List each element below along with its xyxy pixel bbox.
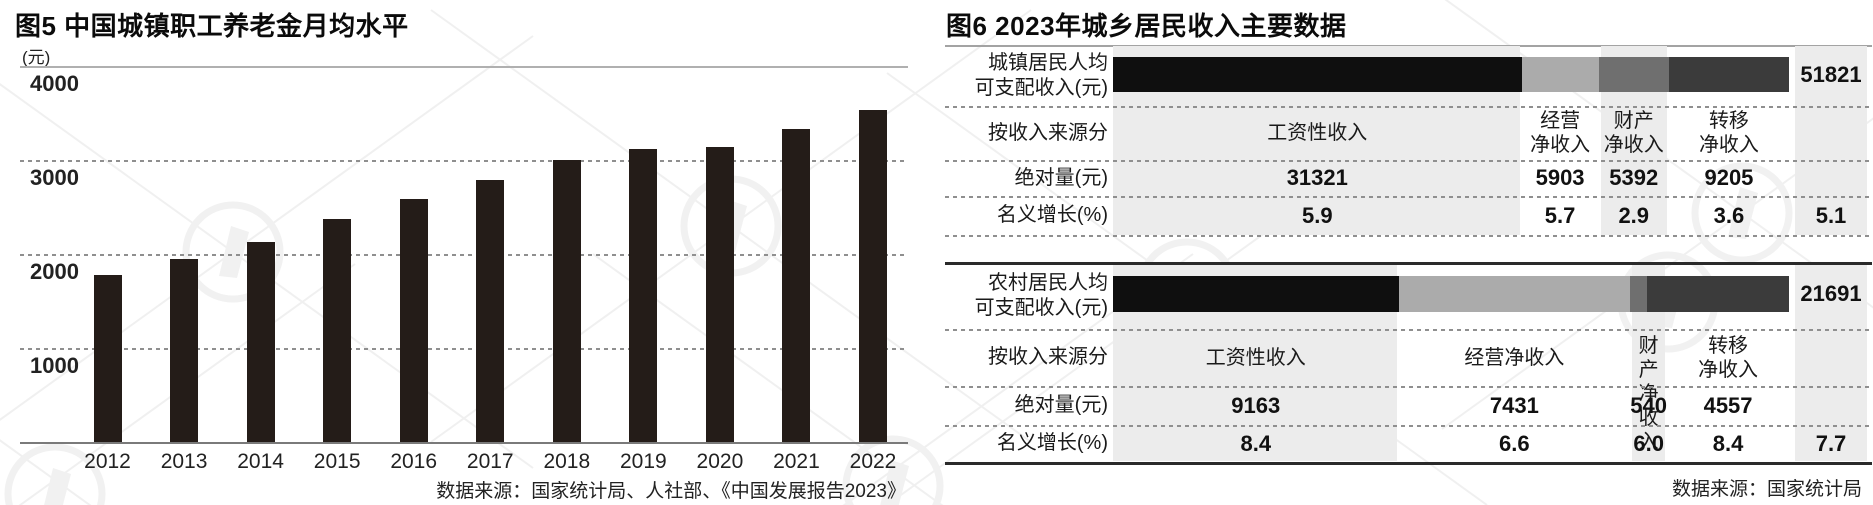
table2-border-rule-0	[945, 262, 1872, 265]
x-axis-label-2018: 2018	[543, 450, 591, 473]
table2-growth-cell-3: 8.4	[1712, 430, 1744, 456]
table1-absolute-cell-1: 5903	[1535, 165, 1585, 190]
table1-row-label-abs: 绝对量(元)	[1014, 166, 1108, 189]
table2-absolute-cell-0: 9163	[1231, 392, 1281, 418]
figure5-source-note: 数据来源：国家统计局、人社部、《中国发展报告2023》	[436, 481, 906, 502]
table2-row-label-growth: 名义增长(%)	[996, 432, 1108, 454]
table2-growth-cell-2: 6.0	[1633, 430, 1664, 456]
bar-2021	[782, 128, 811, 442]
x-axis-label-2016: 2016	[390, 450, 438, 473]
table1-row-label-header: 按收入来源分	[988, 121, 1108, 144]
x-axis-label-2017: 2017	[466, 450, 514, 473]
table1-column-strip-2	[1795, 46, 1867, 235]
table1-growth-cell-3: 3.6	[1713, 202, 1745, 228]
x-axis-label-2015: 2015	[313, 450, 361, 473]
x-axis-label-2020: 2020	[696, 450, 744, 473]
bar-2013	[170, 258, 199, 442]
y-axis-tick-4000: 4000	[30, 71, 79, 96]
x-axis-baseline	[20, 442, 908, 444]
figure5-title: 图5 中国城镇职工养老金月均水平	[15, 11, 409, 41]
table1-absolute-cell-3: 9205	[1704, 165, 1754, 190]
table1-total-growth-cell: 5.1	[1815, 202, 1847, 228]
table1-bar-segment-转移净收入	[1668, 57, 1789, 92]
table2-header-cell-2: 财产 净收入	[1638, 334, 1659, 453]
gridline-4000	[20, 66, 908, 68]
table2-bar-segment-转移净收入	[1646, 276, 1789, 312]
bar-2012	[93, 275, 122, 442]
bar-2018	[552, 160, 581, 442]
table2-absolute-cell-3: 4557	[1703, 392, 1753, 418]
figure6-source-note: 数据来源：国家统计局	[1671, 479, 1862, 500]
bar-2019	[629, 148, 658, 442]
table2-total-growth-cell: 7.7	[1815, 430, 1847, 456]
table1-dashed-separator-2	[945, 196, 1872, 198]
figure6-title: 图6 2023年城乡居民收入主要数据	[946, 11, 1347, 41]
table2-total-value: 21691	[1800, 281, 1862, 306]
figure5-unit-label: (元)	[22, 48, 51, 67]
table2-bar-segment-工资性收入	[1113, 276, 1399, 312]
table1-growth-cell-0: 5.9	[1301, 202, 1333, 228]
table1-bar-segment-经营净收入	[1521, 57, 1599, 92]
bar-2016	[399, 198, 428, 442]
bar-2014	[246, 241, 275, 442]
table1-growth-cell-2: 2.9	[1618, 202, 1650, 228]
x-axis-label-2021: 2021	[773, 450, 820, 473]
bar-2022	[859, 110, 887, 442]
table2-border-rule-1	[945, 462, 1872, 465]
table2-dashed-separator-2	[945, 425, 1872, 427]
table1-header-cell-1: 经营 净收入	[1530, 110, 1591, 156]
table1-bar-segment-财产净收入	[1598, 57, 1669, 92]
table1-group-label: 城镇居民人均 可支配收入(元)	[974, 51, 1108, 99]
table2-row-label-header: 按收入来源分	[988, 346, 1108, 368]
table1-header-cell-0: 工资性收入	[1267, 122, 1368, 144]
table1-dashed-separator-0	[945, 106, 1872, 108]
table1-bar-segment-工资性收入	[1113, 57, 1522, 92]
figure6-income-tables: 图6 2023年城乡居民收入主要数据 城镇居民人均 可支配收入(元) 51821 按收…	[940, 0, 1873, 505]
x-axis-label-2019: 2019	[619, 450, 667, 473]
figure5-pension-bar-chart: 图5 中国城镇职工养老金月均水平 (元) 4000 3000 2000 1000 201…	[15, 11, 908, 502]
table2-dashed-separator-1	[945, 386, 1872, 388]
table1-growth-cell-1: 5.7	[1544, 202, 1576, 228]
x-axis-label-2022: 2022	[849, 450, 897, 473]
table2-header-cell-3: 转移 净收入	[1698, 334, 1759, 381]
table1-absolute-cell-0: 31321	[1286, 165, 1348, 190]
table1-header-cell-2: 财产 净收入	[1603, 110, 1664, 156]
table2-group-label: 农村居民人均 可支配收入(元)	[974, 271, 1108, 319]
gridline-1000	[20, 348, 908, 350]
table1-dashed-separator-3	[945, 235, 1872, 237]
table2-row-label-abs: 绝对量(元)	[1014, 394, 1108, 416]
table1-absolute-cell-2: 5392	[1609, 165, 1659, 190]
table2-header-cell-0: 工资性收入	[1205, 346, 1306, 369]
table2-bar-segment-经营净收入	[1398, 276, 1631, 312]
gridline-3000	[20, 160, 908, 162]
table2-column-strip-2	[1795, 263, 1867, 461]
y-axis-tick-2000: 2000	[30, 259, 79, 284]
table2-absolute-cell-1: 7431	[1489, 392, 1539, 418]
x-axis-label-2012: 2012	[84, 450, 131, 473]
x-axis-label-2014: 2014	[237, 450, 284, 473]
y-axis-tick-3000: 3000	[30, 165, 79, 190]
bar-2020	[705, 146, 734, 442]
table1-row-label-growth: 名义增长(%)	[996, 204, 1108, 226]
bar-2015	[323, 219, 352, 442]
table2-absolute-cell-2: 540	[1630, 392, 1667, 418]
table2-header-cell-1: 经营净收入	[1464, 346, 1565, 369]
table1-total-value: 51821	[1800, 61, 1862, 87]
table1-header-cell-3: 转移 净收入	[1698, 110, 1759, 156]
table2-bar-segment-财产净收入	[1630, 276, 1647, 312]
x-axis-label-2013: 2013	[160, 450, 208, 473]
table2-dashed-separator-0	[945, 329, 1872, 331]
gridline-2000	[20, 254, 908, 256]
table1-dashed-separator-1	[945, 160, 1872, 162]
table2-growth-cell-1: 6.6	[1499, 430, 1530, 456]
y-axis-tick-1000: 1000	[30, 353, 79, 378]
table2-growth-cell-0: 8.4	[1240, 430, 1272, 456]
bar-2017	[476, 179, 505, 442]
